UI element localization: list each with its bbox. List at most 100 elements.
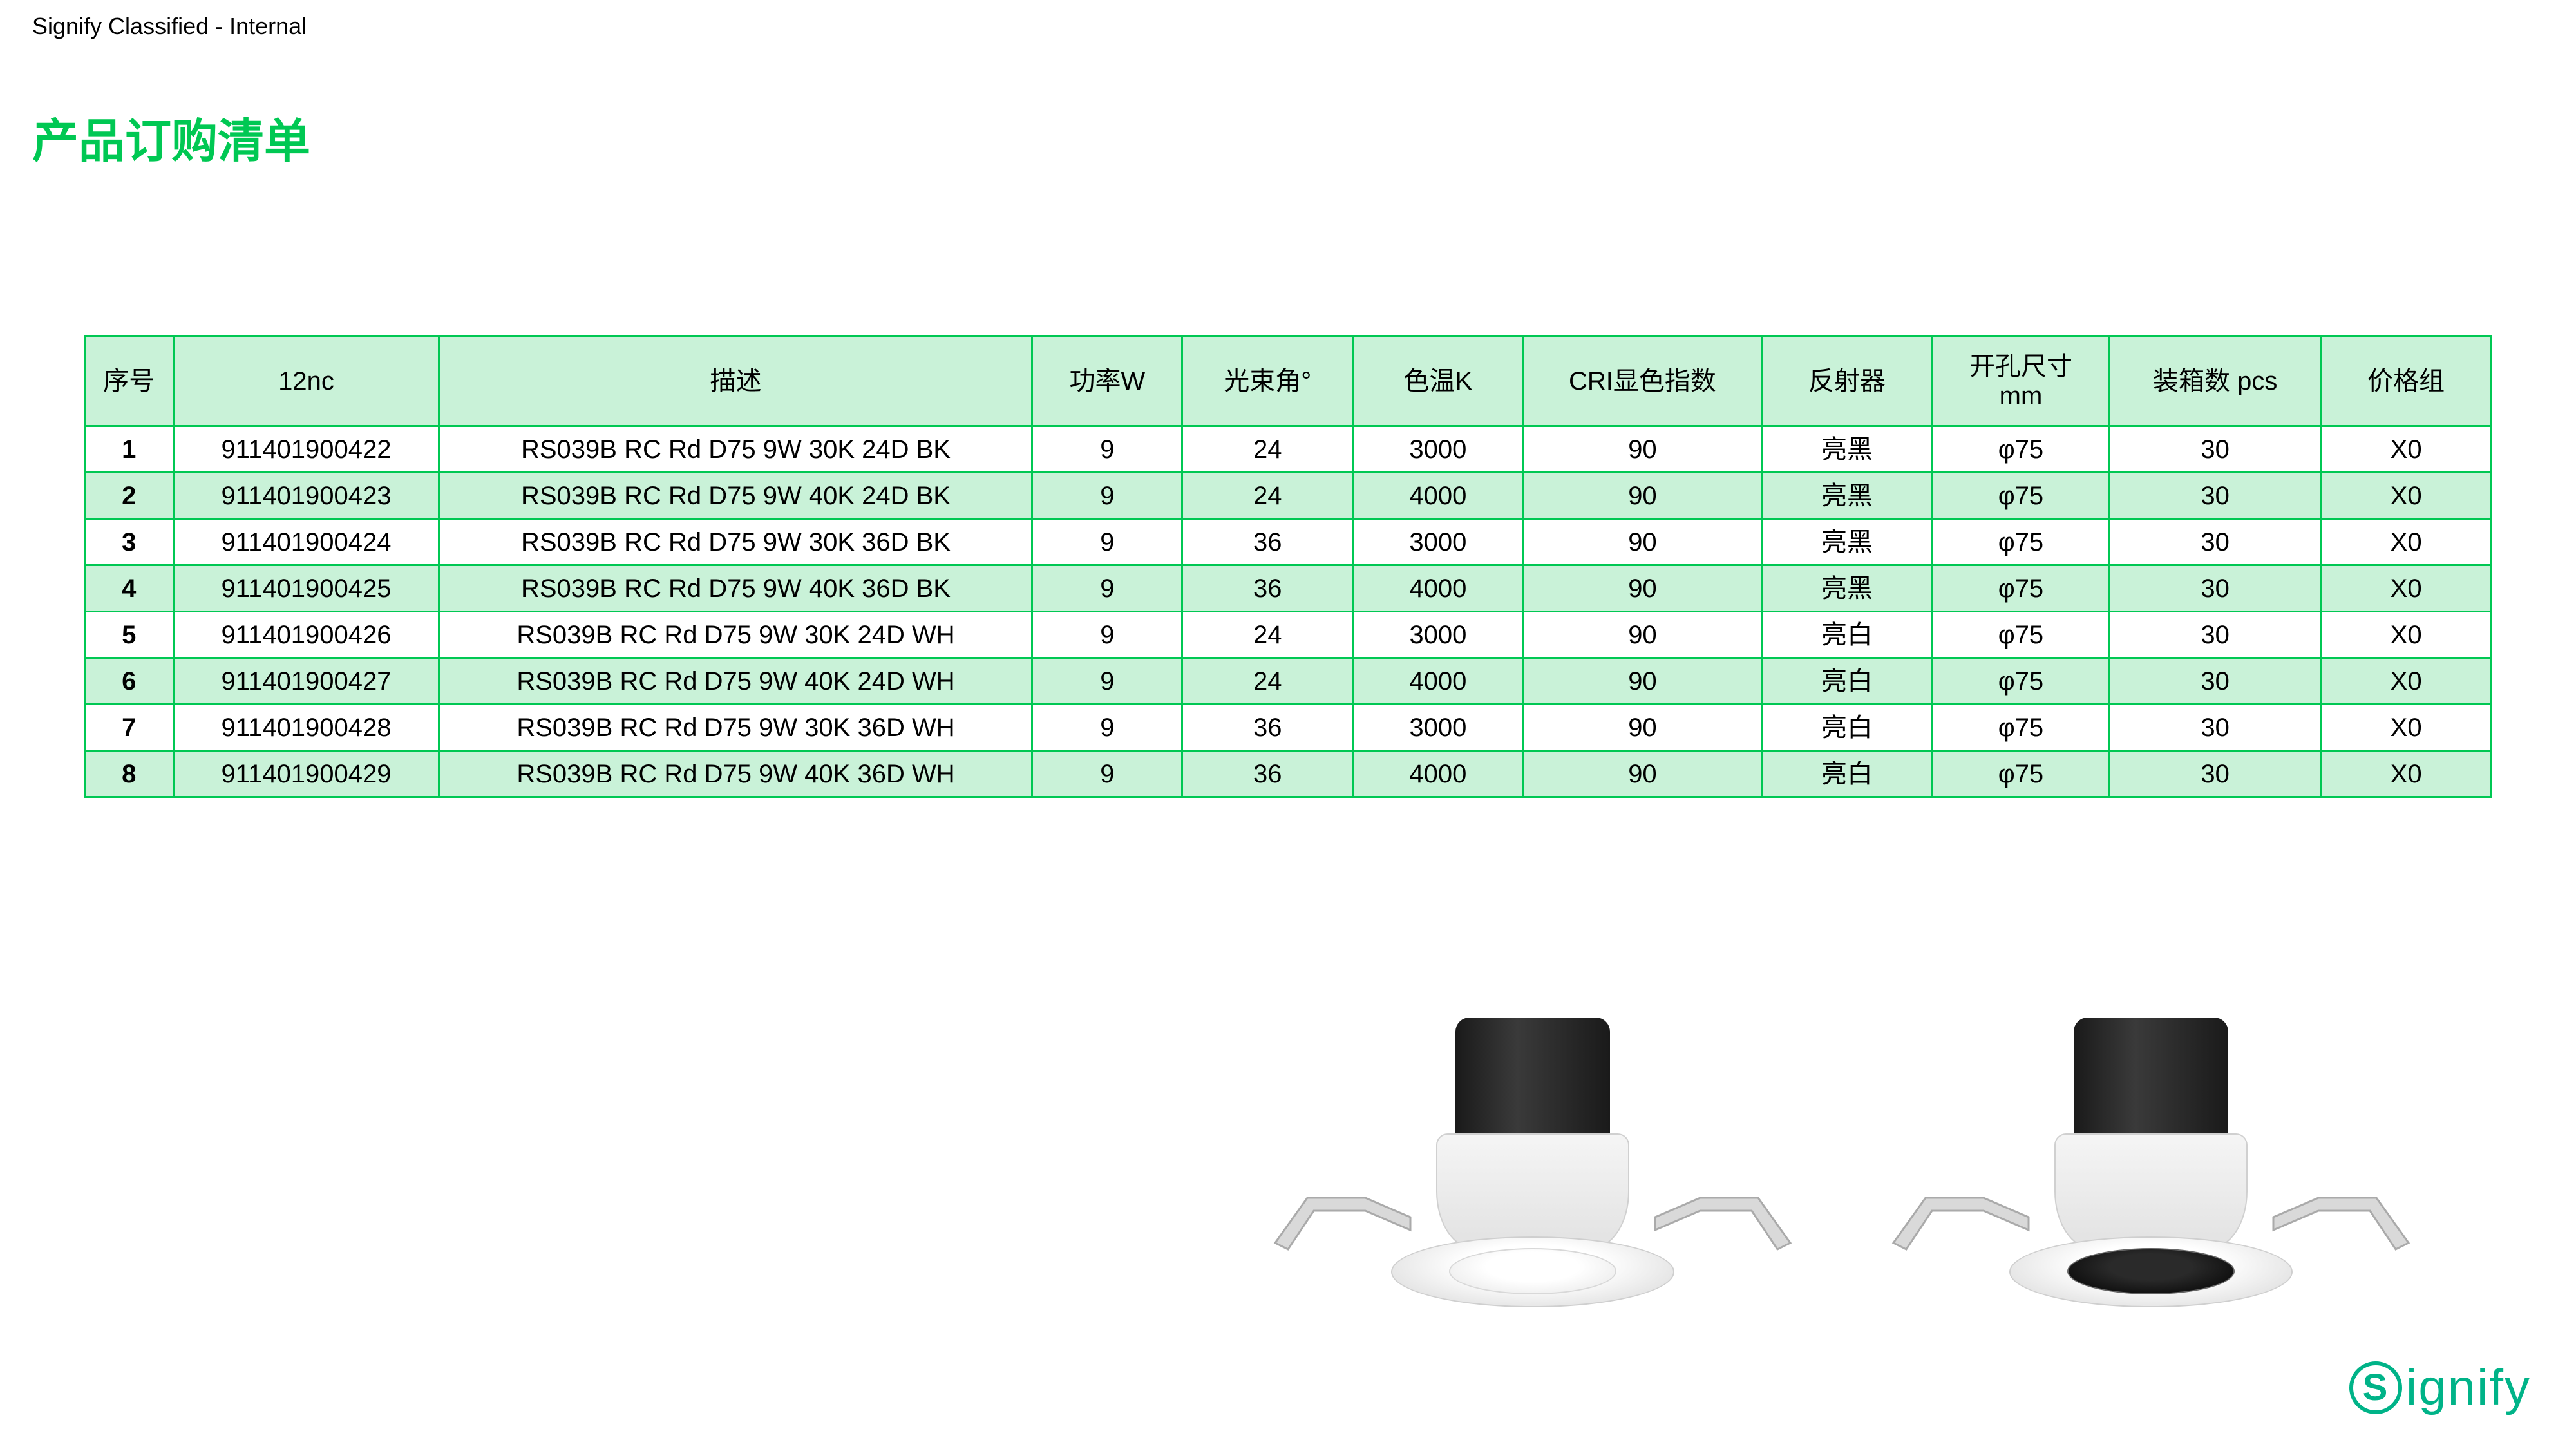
table-cell: RS039B RC Rd D75 9W 30K 36D BK xyxy=(439,519,1032,565)
table-cell: 9 xyxy=(1032,658,1182,705)
table-cell: 911401900424 xyxy=(173,519,439,565)
col-12nc: 12nc xyxy=(173,336,439,426)
table-cell: 90 xyxy=(1523,658,1762,705)
table-cell: 24 xyxy=(1182,612,1353,658)
page-title: 产品订购清单 xyxy=(32,103,310,171)
col-index: 序号 xyxy=(85,336,174,426)
table-cell: X0 xyxy=(2321,658,2492,705)
table-cell: φ75 xyxy=(1932,658,2109,705)
table-cell: φ75 xyxy=(1932,751,2109,797)
table-row: 6911401900427RS039B RC Rd D75 9W 40K 24D… xyxy=(85,658,2492,705)
table-cell: 30 xyxy=(2110,426,2321,473)
table-cell: 24 xyxy=(1182,426,1353,473)
table-cell: 9 xyxy=(1032,751,1182,797)
table-cell: 911401900422 xyxy=(173,426,439,473)
table-cell: 911401900427 xyxy=(173,658,439,705)
table-cell: 亮黑 xyxy=(1762,565,1933,612)
table-cell: 4000 xyxy=(1353,473,1524,519)
lamp-barrel xyxy=(2074,1018,2228,1146)
clip-icon xyxy=(1649,1172,1797,1256)
table-cell: 3000 xyxy=(1353,426,1524,473)
table-cell: 30 xyxy=(2110,658,2321,705)
signify-logo-icon: S xyxy=(2349,1361,2402,1414)
table-cell: 36 xyxy=(1182,519,1353,565)
table-row: 3911401900424RS039B RC Rd D75 9W 30K 36D… xyxy=(85,519,2492,565)
table-cell: RS039B RC Rd D75 9W 30K 24D BK xyxy=(439,426,1032,473)
table-cell: RS039B RC Rd D75 9W 40K 24D BK xyxy=(439,473,1032,519)
table-row: 8911401900429RS039B RC Rd D75 9W 40K 36D… xyxy=(85,751,2492,797)
table-cell: 9 xyxy=(1032,565,1182,612)
table-cell: X0 xyxy=(2321,705,2492,751)
table-cell: 30 xyxy=(2110,519,2321,565)
table-cell: 2 xyxy=(85,473,174,519)
table-cell: 9 xyxy=(1032,612,1182,658)
table-cell: 90 xyxy=(1523,612,1762,658)
table-cell: 亮黑 xyxy=(1762,426,1933,473)
table-cell: 911401900428 xyxy=(173,705,439,751)
table-cell: 36 xyxy=(1182,705,1353,751)
table-cell: 3 xyxy=(85,519,174,565)
table-cell: 9 xyxy=(1032,426,1182,473)
table-cell: 90 xyxy=(1523,751,1762,797)
table-cell: 911401900423 xyxy=(173,473,439,519)
classification-label: Signify Classified - Internal xyxy=(32,13,307,40)
table-cell: 9 xyxy=(1032,473,1182,519)
col-cct: 色温K xyxy=(1353,336,1524,426)
table-cell: 亮白 xyxy=(1762,751,1933,797)
table-cell: RS039B RC Rd D75 9W 30K 24D WH xyxy=(439,612,1032,658)
col-power: 功率W xyxy=(1032,336,1182,426)
clip-icon xyxy=(1269,1172,1417,1256)
col-beam-angle: 光束角° xyxy=(1182,336,1353,426)
table-cell: RS039B RC Rd D75 9W 40K 36D WH xyxy=(439,751,1032,797)
table-cell: 4 xyxy=(85,565,174,612)
table-cell: RS039B RC Rd D75 9W 30K 36D WH xyxy=(439,705,1032,751)
table-cell: φ75 xyxy=(1932,565,2109,612)
table-cell: 4000 xyxy=(1353,565,1524,612)
clip-icon xyxy=(2267,1172,2415,1256)
table-cell: X0 xyxy=(2321,751,2492,797)
product-image-white xyxy=(1262,1005,1803,1327)
table-cell: 911401900429 xyxy=(173,751,439,797)
table-cell: 6 xyxy=(85,658,174,705)
table-cell: 亮黑 xyxy=(1762,473,1933,519)
table-cell: X0 xyxy=(2321,473,2492,519)
table-cell: 30 xyxy=(2110,565,2321,612)
lamp-cup xyxy=(2054,1133,2248,1249)
table-cell: 36 xyxy=(1182,751,1353,797)
table-cell: 30 xyxy=(2110,751,2321,797)
col-cri: CRI显色指数 xyxy=(1523,336,1762,426)
table-header-row: 序号 12nc 描述 功率W 光束角° 色温K CRI显色指数 反射器 开孔尺寸… xyxy=(85,336,2492,426)
lamp-barrel xyxy=(1455,1018,1610,1146)
table-cell: 亮白 xyxy=(1762,658,1933,705)
table-cell: 30 xyxy=(2110,473,2321,519)
table-cell: 36 xyxy=(1182,565,1353,612)
product-images xyxy=(1262,992,2486,1327)
table-row: 5911401900426RS039B RC Rd D75 9W 30K 24D… xyxy=(85,612,2492,658)
table-cell: 3000 xyxy=(1353,705,1524,751)
table-cell: φ75 xyxy=(1932,473,2109,519)
col-packqty: 装箱数 pcs xyxy=(2110,336,2321,426)
table-cell: 90 xyxy=(1523,426,1762,473)
table-cell: 30 xyxy=(2110,705,2321,751)
lamp-bore xyxy=(2067,1248,2235,1294)
table-cell: 1 xyxy=(85,426,174,473)
table-cell: φ75 xyxy=(1932,426,2109,473)
col-description: 描述 xyxy=(439,336,1032,426)
table-cell: 9 xyxy=(1032,519,1182,565)
table-cell: 24 xyxy=(1182,658,1353,705)
clip-icon xyxy=(1887,1172,2035,1256)
table-row: 7911401900428RS039B RC Rd D75 9W 30K 36D… xyxy=(85,705,2492,751)
table-cell: 5 xyxy=(85,612,174,658)
table-cell: 24 xyxy=(1182,473,1353,519)
table-cell: 90 xyxy=(1523,565,1762,612)
table-row: 1911401900422RS039B RC Rd D75 9W 30K 24D… xyxy=(85,426,2492,473)
table-cell: 7 xyxy=(85,705,174,751)
table-cell: 30 xyxy=(2110,612,2321,658)
table-cell: 911401900425 xyxy=(173,565,439,612)
table-cell: 90 xyxy=(1523,705,1762,751)
table-cell: 4000 xyxy=(1353,658,1524,705)
table-row: 2911401900423RS039B RC Rd D75 9W 40K 24D… xyxy=(85,473,2492,519)
table-cell: φ75 xyxy=(1932,612,2109,658)
col-cutout: 开孔尺寸mm xyxy=(1932,336,2109,426)
col-reflector: 反射器 xyxy=(1762,336,1933,426)
